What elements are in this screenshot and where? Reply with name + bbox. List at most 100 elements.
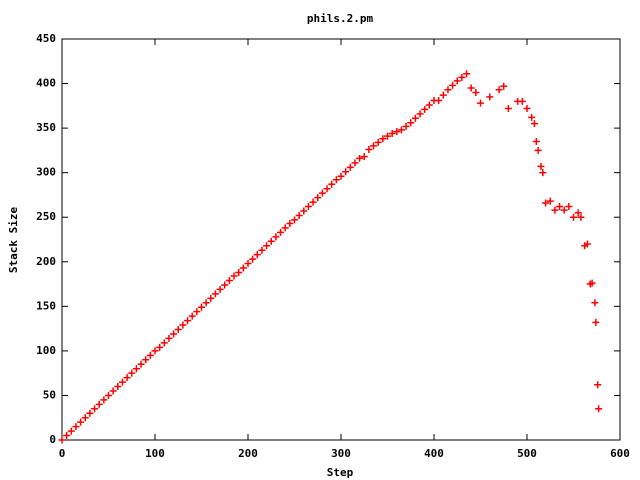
point bbox=[542, 199, 550, 207]
y-tick-label: 400 bbox=[36, 77, 56, 90]
point bbox=[539, 169, 547, 177]
point bbox=[546, 197, 554, 205]
point bbox=[337, 172, 345, 180]
point bbox=[449, 81, 457, 89]
y-tick-label: 450 bbox=[36, 32, 56, 45]
point bbox=[132, 365, 140, 373]
point bbox=[258, 246, 266, 254]
point bbox=[486, 93, 494, 101]
point bbox=[439, 91, 447, 99]
point bbox=[421, 105, 429, 113]
x-tick-label: 0 bbox=[59, 447, 66, 460]
chart-title: phils.2.pm bbox=[307, 12, 374, 25]
point bbox=[560, 206, 568, 214]
point bbox=[114, 383, 122, 391]
point bbox=[411, 114, 419, 122]
point bbox=[156, 343, 164, 351]
point bbox=[318, 189, 326, 197]
point bbox=[458, 73, 466, 81]
point bbox=[216, 285, 224, 293]
point bbox=[63, 432, 71, 440]
y-tick-label: 50 bbox=[43, 388, 56, 401]
point bbox=[179, 321, 187, 329]
point bbox=[267, 237, 275, 245]
point bbox=[534, 146, 542, 154]
point bbox=[300, 207, 308, 215]
point bbox=[118, 378, 126, 386]
point bbox=[309, 198, 317, 206]
point bbox=[402, 122, 410, 130]
x-tick-label: 300 bbox=[331, 447, 351, 460]
point bbox=[570, 213, 577, 221]
point bbox=[467, 84, 475, 92]
point bbox=[588, 279, 596, 287]
y-tick-label: 350 bbox=[36, 121, 56, 134]
point bbox=[81, 414, 89, 422]
point bbox=[286, 219, 294, 227]
point bbox=[370, 142, 378, 150]
y-tick-label: 250 bbox=[36, 210, 56, 223]
point bbox=[221, 281, 229, 289]
point bbox=[146, 351, 154, 359]
point bbox=[202, 299, 210, 307]
point bbox=[530, 120, 538, 128]
x-axis-label: Step bbox=[327, 466, 354, 479]
y-tick-label: 200 bbox=[36, 255, 56, 268]
x-tick-label: 100 bbox=[145, 447, 165, 460]
point bbox=[207, 294, 215, 302]
point bbox=[253, 251, 261, 259]
point bbox=[277, 228, 285, 236]
point bbox=[184, 317, 192, 325]
point bbox=[453, 77, 461, 85]
point bbox=[416, 110, 424, 118]
point bbox=[244, 260, 252, 268]
point bbox=[249, 255, 257, 263]
point bbox=[100, 396, 108, 404]
point bbox=[272, 233, 280, 241]
y-tick-label: 100 bbox=[36, 344, 56, 357]
point bbox=[105, 391, 112, 399]
point bbox=[472, 88, 480, 96]
point bbox=[523, 105, 531, 113]
x-tick-label: 400 bbox=[424, 447, 444, 460]
point bbox=[109, 387, 117, 395]
point bbox=[72, 423, 80, 431]
point bbox=[360, 153, 368, 161]
point bbox=[477, 99, 484, 107]
y-tick-label: 0 bbox=[49, 433, 56, 446]
point bbox=[577, 213, 585, 221]
point bbox=[528, 113, 536, 121]
point bbox=[170, 330, 178, 338]
point bbox=[365, 145, 373, 153]
point bbox=[565, 203, 573, 211]
point bbox=[95, 400, 103, 408]
point bbox=[211, 290, 219, 298]
x-tick-label: 500 bbox=[517, 447, 537, 460]
point bbox=[239, 264, 247, 272]
point bbox=[67, 427, 75, 435]
point bbox=[137, 360, 145, 368]
point bbox=[328, 180, 336, 188]
point bbox=[444, 86, 452, 94]
point bbox=[537, 162, 545, 170]
point bbox=[356, 154, 364, 162]
point bbox=[407, 119, 415, 127]
point bbox=[304, 203, 312, 211]
point bbox=[235, 268, 243, 276]
point bbox=[374, 138, 382, 146]
point bbox=[532, 137, 540, 145]
point bbox=[495, 86, 503, 94]
point bbox=[198, 303, 205, 311]
point bbox=[225, 276, 233, 284]
point bbox=[151, 347, 159, 355]
point bbox=[314, 194, 322, 202]
point bbox=[160, 339, 168, 347]
point bbox=[595, 405, 603, 413]
y-tick-label: 150 bbox=[36, 299, 56, 312]
point bbox=[518, 97, 526, 105]
point bbox=[332, 176, 340, 184]
point bbox=[435, 96, 443, 104]
